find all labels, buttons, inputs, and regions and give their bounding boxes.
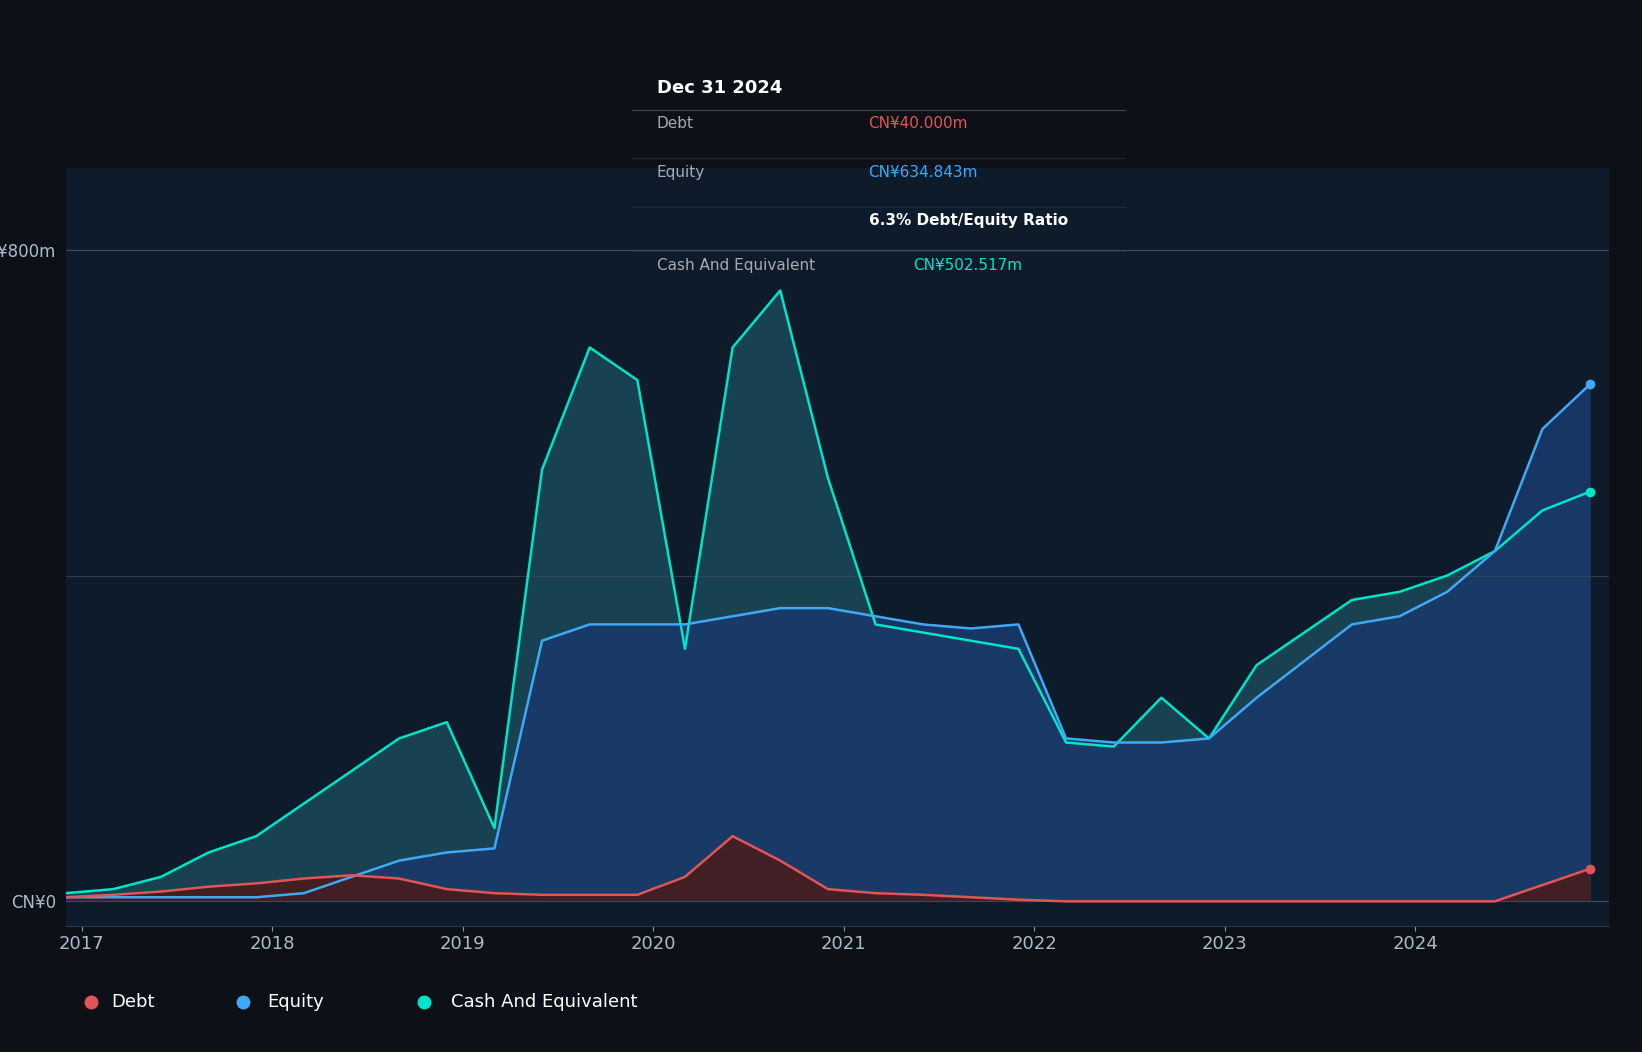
Text: Cash And Equivalent: Cash And Equivalent [452,993,637,1011]
Text: Equity: Equity [268,993,325,1011]
Text: CN¥634.843m: CN¥634.843m [869,165,979,180]
Text: Cash And Equivalent: Cash And Equivalent [657,258,814,272]
Text: Debt: Debt [657,116,695,132]
Text: 6.3% Debt/Equity Ratio: 6.3% Debt/Equity Ratio [869,214,1067,228]
Text: Dec 31 2024: Dec 31 2024 [657,79,782,97]
Text: Equity: Equity [657,165,704,180]
Text: CN¥40.000m: CN¥40.000m [869,116,969,132]
Text: CN¥502.517m: CN¥502.517m [913,258,1021,272]
Text: Debt: Debt [112,993,156,1011]
